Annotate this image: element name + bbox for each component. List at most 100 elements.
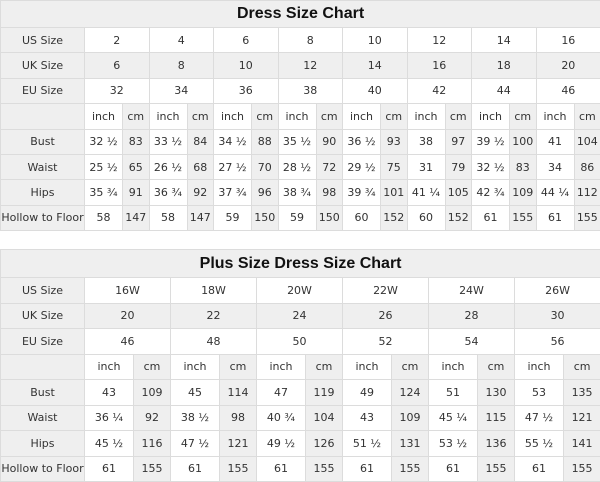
cm-value: 155 — [134, 456, 171, 482]
inch-value: 39 ¾ — [343, 180, 381, 205]
row-label: UK Size — [1, 53, 85, 78]
size-cell: 44 — [472, 78, 537, 103]
cm-value: 131 — [392, 431, 429, 457]
size-cell: 6 — [85, 53, 150, 78]
unit-inch-header: inch — [214, 104, 252, 129]
size-cell: 12 — [407, 28, 472, 53]
inch-value: 35 ½ — [278, 129, 316, 154]
cm-value: 88 — [252, 129, 279, 154]
unit-inch-header: inch — [85, 354, 134, 380]
cm-value: 109 — [392, 405, 429, 431]
inch-value: 59 — [278, 205, 316, 230]
cm-value: 155 — [564, 456, 600, 482]
cm-value: 92 — [134, 405, 171, 431]
size-cell: 42 — [407, 78, 472, 103]
row-label-empty — [1, 104, 85, 129]
cm-value: 121 — [564, 405, 600, 431]
inch-value: 32 ½ — [85, 129, 123, 154]
cm-value: 126 — [306, 431, 343, 457]
inch-value: 43 — [85, 380, 134, 406]
inch-value: 59 — [214, 205, 252, 230]
cm-value: 79 — [445, 154, 472, 179]
unit-cm-header: cm — [381, 104, 408, 129]
inch-value: 61 — [85, 456, 134, 482]
inch-value: 47 ½ — [515, 405, 564, 431]
row-label: Hips — [1, 431, 85, 457]
cm-value: 136 — [478, 431, 515, 457]
size-cell: 16 — [407, 53, 472, 78]
unit-cm-header: cm — [306, 354, 343, 380]
cm-value: 141 — [564, 431, 600, 457]
inch-value: 47 — [257, 380, 306, 406]
row-label: Bust — [1, 380, 85, 406]
size-cell: 14 — [472, 28, 537, 53]
inch-value: 37 ¾ — [214, 180, 252, 205]
unit-cm-header: cm — [510, 104, 537, 129]
inch-value: 32 ½ — [472, 154, 510, 179]
cm-value: 100 — [510, 129, 537, 154]
row-label: Waist — [1, 405, 85, 431]
inch-value: 28 ½ — [278, 154, 316, 179]
unit-inch-header: inch — [472, 104, 510, 129]
unit-cm-header: cm — [134, 354, 171, 380]
inch-value: 55 ½ — [515, 431, 564, 457]
cm-value: 147 — [123, 205, 150, 230]
size-cell: 48 — [171, 329, 257, 355]
inch-value: 31 — [407, 154, 445, 179]
inch-value: 38 ¾ — [278, 180, 316, 205]
inch-value: 47 ½ — [171, 431, 220, 457]
cm-value: 91 — [123, 180, 150, 205]
size-cell: 6 — [214, 28, 279, 53]
row-label: UK Size — [1, 303, 85, 329]
row-label-empty — [1, 354, 85, 380]
inch-value: 51 — [429, 380, 478, 406]
cm-value: 116 — [134, 431, 171, 457]
cm-value: 84 — [187, 129, 214, 154]
inch-value: 61 — [171, 456, 220, 482]
cm-value: 104 — [306, 405, 343, 431]
cm-value: 109 — [134, 380, 171, 406]
size-cell: 12 — [278, 53, 343, 78]
size-cell: 56 — [515, 329, 600, 355]
size-cell: 20 — [85, 303, 171, 329]
chart-title: Dress Size Chart — [1, 1, 600, 28]
cm-value: 90 — [316, 129, 343, 154]
unit-cm-header: cm — [187, 104, 214, 129]
inch-value: 53 — [515, 380, 564, 406]
inch-value: 36 ¼ — [85, 405, 134, 431]
cm-value: 83 — [123, 129, 150, 154]
unit-cm-header: cm — [574, 104, 600, 129]
cm-value: 121 — [220, 431, 257, 457]
cm-value: 83 — [510, 154, 537, 179]
unit-inch-header: inch — [429, 354, 478, 380]
inch-value: 60 — [343, 205, 381, 230]
size-cell: 18 — [472, 53, 537, 78]
size-cell: 50 — [257, 329, 343, 355]
size-cell: 34 — [149, 78, 214, 103]
cm-value: 119 — [306, 380, 343, 406]
cm-value: 92 — [187, 180, 214, 205]
unit-inch-header: inch — [149, 104, 187, 129]
cm-value: 115 — [478, 405, 515, 431]
cm-value: 152 — [445, 205, 472, 230]
inch-value: 41 ¼ — [407, 180, 445, 205]
inch-value: 40 ¾ — [257, 405, 306, 431]
row-label: Hollow to Floor — [1, 205, 85, 230]
inch-value: 44 ¼ — [536, 180, 574, 205]
inch-value: 34 — [536, 154, 574, 179]
cm-value: 155 — [392, 456, 429, 482]
cm-value: 96 — [252, 180, 279, 205]
inch-value: 29 ½ — [343, 154, 381, 179]
row-label: Hips — [1, 180, 85, 205]
size-cell: 4 — [149, 28, 214, 53]
unit-inch-header: inch — [171, 354, 220, 380]
row-label: US Size — [1, 278, 85, 304]
